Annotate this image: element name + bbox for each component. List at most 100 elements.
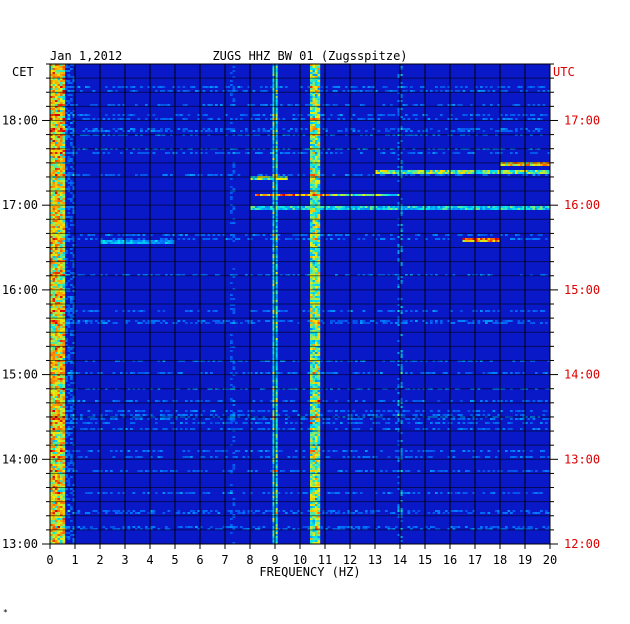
- heat-cell: [317, 296, 321, 298]
- heat-cell: [530, 164, 533, 166]
- heat-cell: [57, 352, 61, 354]
- heat-cell: [272, 368, 276, 370]
- heat-cell: [350, 206, 353, 208]
- heat-cell: [257, 320, 261, 322]
- heat-cell: [57, 224, 61, 226]
- heat-cell: [402, 172, 406, 174]
- heat-cell: [472, 410, 476, 412]
- heat-cell: [312, 112, 316, 114]
- heat-cell: [400, 246, 403, 248]
- heat-cell: [62, 160, 66, 162]
- heat-cell: [160, 240, 163, 242]
- heat-cell: [72, 316, 76, 318]
- heat-cell: [425, 172, 428, 174]
- heat-cell: [320, 174, 323, 176]
- heat-cell: [460, 128, 463, 130]
- heat-cell: [72, 152, 76, 154]
- heat-cell: [62, 208, 66, 210]
- heat-cell: [360, 174, 363, 176]
- heat-cell: [542, 172, 546, 174]
- heat-cell: [377, 208, 381, 210]
- heat-cell: [70, 128, 73, 130]
- heat-cell: [317, 278, 321, 280]
- heat-cell: [275, 344, 278, 346]
- heat-cell: [75, 152, 78, 154]
- heat-cell: [62, 376, 66, 378]
- heat-cell: [277, 194, 281, 196]
- heat-cell: [137, 310, 141, 312]
- heat-cell: [312, 138, 316, 140]
- heat-cell: [260, 274, 263, 276]
- heat-cell: [67, 136, 71, 138]
- heat-cell: [467, 128, 471, 130]
- heat-cell: [50, 214, 53, 216]
- heat-cell: [482, 172, 486, 174]
- heat-cell: [185, 234, 188, 236]
- heat-cell: [177, 320, 181, 322]
- heat-cell: [315, 104, 318, 106]
- heat-cell: [522, 310, 526, 312]
- heat-cell: [310, 130, 313, 132]
- heat-cell: [272, 66, 276, 68]
- heat-cell: [52, 380, 56, 382]
- heat-cell: [312, 198, 316, 200]
- heat-cell: [65, 174, 68, 176]
- heat-cell: [315, 300, 318, 302]
- heat-cell: [400, 352, 403, 354]
- heat-cell: [325, 128, 328, 130]
- heat-cell: [310, 164, 313, 166]
- heat-cell: [270, 208, 273, 210]
- heat-cell: [237, 86, 241, 88]
- heat-cell: [170, 240, 173, 242]
- heat-cell: [332, 90, 336, 92]
- heat-cell: [242, 372, 246, 374]
- heat-cell: [310, 166, 313, 168]
- heat-cell: [400, 128, 403, 130]
- heat-cell: [285, 208, 288, 210]
- heat-cell: [535, 128, 538, 130]
- heat-cell: [310, 66, 313, 68]
- heat-cell: [315, 64, 318, 66]
- heat-cell: [442, 174, 446, 176]
- heat-cell: [415, 114, 418, 116]
- heat-cell: [482, 114, 486, 116]
- heat-cell: [520, 206, 523, 208]
- heat-cell: [232, 274, 236, 276]
- heat-cell: [272, 278, 276, 280]
- heat-cell: [155, 242, 158, 244]
- heat-cell: [52, 252, 56, 254]
- heat-cell: [55, 200, 58, 202]
- heat-cell: [57, 362, 61, 364]
- heat-cell: [65, 266, 68, 268]
- heat-cell: [365, 194, 368, 196]
- heat-cell: [50, 110, 53, 112]
- heat-cell: [482, 234, 486, 236]
- heat-cell: [457, 104, 461, 106]
- heat-cell: [275, 300, 278, 302]
- heat-cell: [57, 302, 61, 304]
- heat-cell: [495, 372, 498, 374]
- heat-cell: [67, 100, 71, 102]
- heat-cell: [52, 378, 56, 380]
- heat-cell: [315, 182, 318, 184]
- heat-cell: [145, 242, 148, 244]
- heat-cell: [532, 104, 536, 106]
- heat-cell: [62, 384, 66, 386]
- heat-cell: [57, 382, 61, 384]
- heat-cell: [72, 400, 76, 402]
- heat-cell: [475, 170, 478, 172]
- heat-cell: [62, 220, 66, 222]
- heat-cell: [400, 152, 403, 154]
- heat-cell: [275, 122, 278, 124]
- heat-cell: [325, 130, 328, 132]
- heat-cell: [50, 64, 53, 66]
- heat-cell: [530, 152, 533, 154]
- heat-cell: [497, 104, 501, 106]
- heat-cell: [310, 138, 313, 140]
- heat-cell: [432, 414, 436, 416]
- heat-cell: [185, 322, 188, 324]
- heat-cell: [275, 236, 278, 238]
- heat-cell: [65, 310, 68, 312]
- heat-cell: [152, 152, 156, 154]
- heat-cell: [167, 414, 171, 416]
